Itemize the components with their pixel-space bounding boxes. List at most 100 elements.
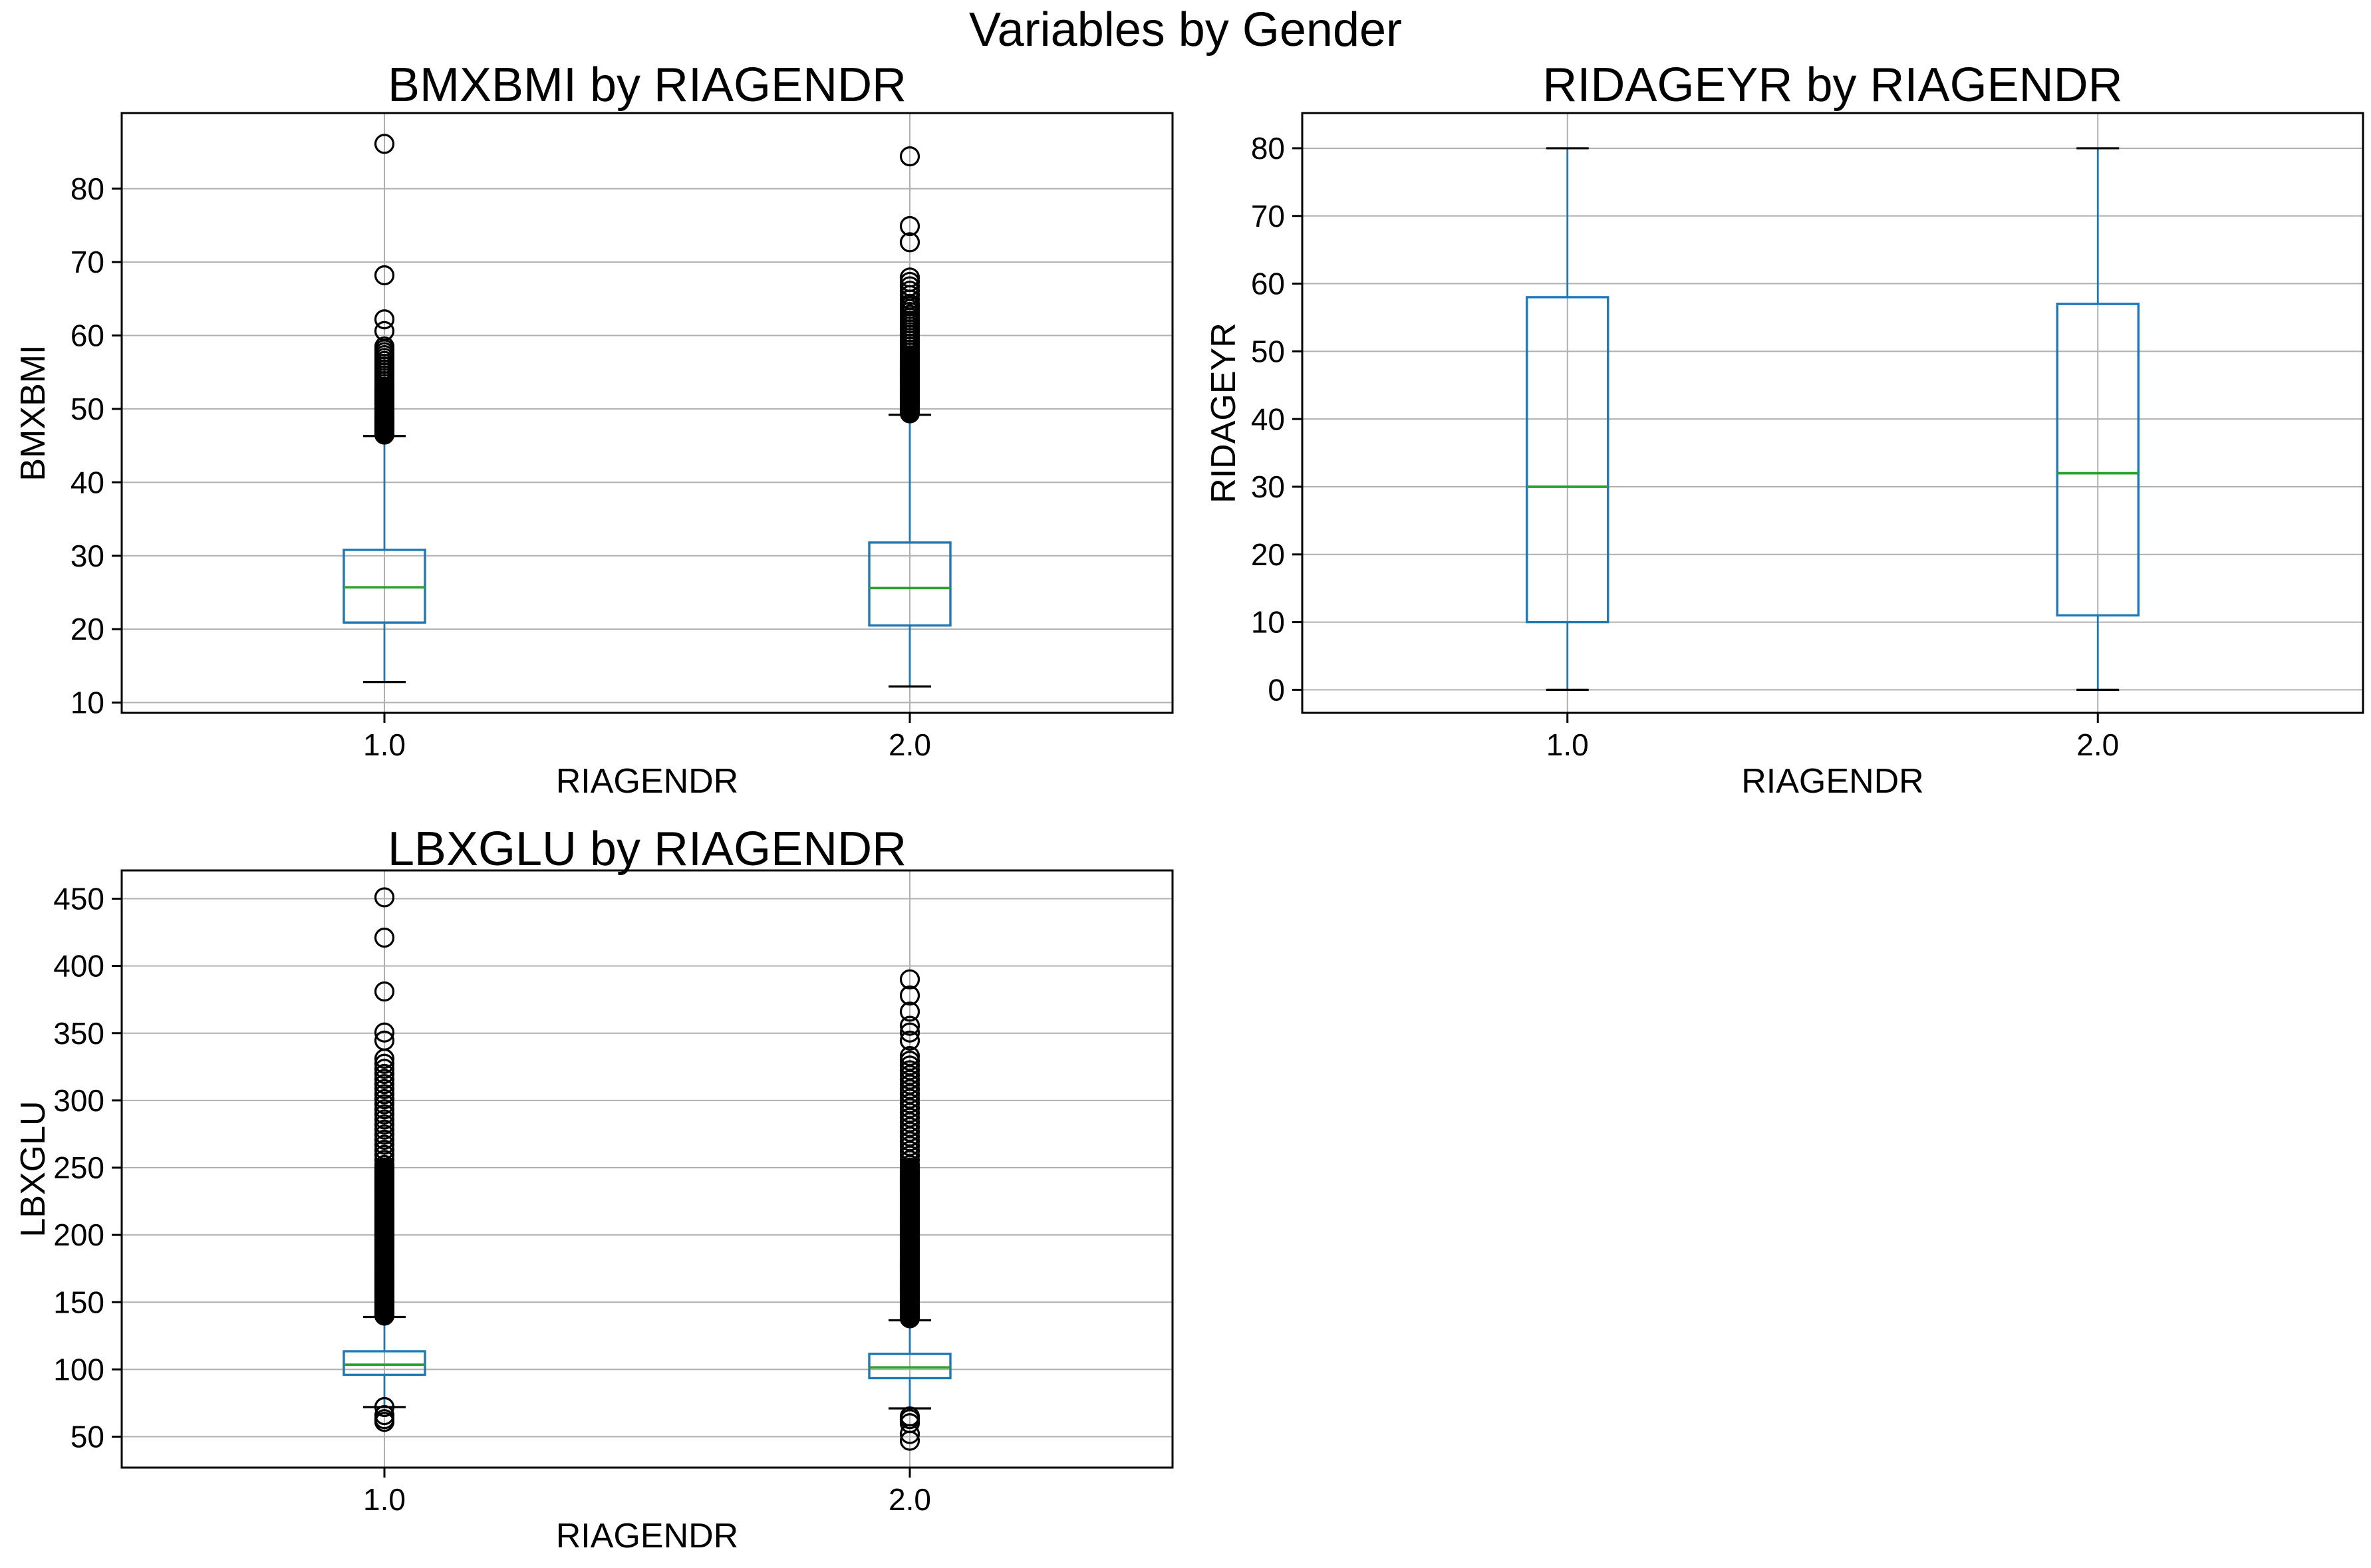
y-tick-label: 250	[53, 1150, 104, 1185]
y-tick-label: 100	[53, 1352, 104, 1386]
y-tick-label: 40	[70, 465, 104, 499]
outlier-point	[374, 1099, 395, 1120]
outlier-point	[899, 215, 920, 237]
panel-ridageyr-xaxis-label: RIAGENDR	[1741, 762, 1924, 801]
outlier-point	[899, 146, 920, 167]
y-tick-label: 10	[70, 686, 104, 720]
panel-ridageyr-yaxis-label: RIDAGEYR	[1204, 323, 1243, 503]
y-tick-label: 80	[70, 172, 104, 206]
outlier-point	[374, 1140, 395, 1160]
outlier-point	[899, 1030, 920, 1051]
subplot-lbxglu: 50 100 150 200 250 300 350 400 450 1.0 2.0	[53, 869, 1174, 1517]
outlier-point	[374, 1089, 395, 1110]
y-tick-label: 70	[70, 245, 104, 279]
y-tick-label: 60	[1251, 267, 1285, 301]
outlier-point	[374, 1119, 395, 1140]
outlier-point	[374, 1114, 395, 1135]
y-tick-label: 10	[1251, 605, 1285, 640]
outlier-point	[374, 134, 395, 154]
outlier-point	[899, 1022, 920, 1043]
outlier-point	[374, 1063, 395, 1085]
box-group-2.0	[2056, 147, 2140, 691]
outlier-point	[374, 1396, 395, 1418]
outlier-point	[899, 232, 920, 253]
outlier-point	[374, 928, 395, 948]
outlier-point	[374, 1022, 395, 1043]
y-tick-label: 0	[1268, 672, 1285, 707]
panel-lbxglu-yaxis-label: LBXGLU	[14, 1101, 53, 1238]
outlier-point	[374, 309, 395, 330]
outlier-point	[374, 887, 395, 908]
outlier-point	[374, 1069, 395, 1089]
subplot-bmxbmi: 10 20 30 40 50 60 70 80 1.0 2.0	[70, 112, 1174, 762]
y-tick-label: 60	[70, 319, 104, 353]
panel-lbxglu-title: LBXGLU by RIAGENDR	[387, 823, 907, 876]
y-tick-label: 20	[1251, 537, 1285, 572]
panel-bmxbmi-title: BMXBMI by RIAGENDR	[387, 59, 907, 112]
panel-bmxbmi-xaxis-label: RIAGENDR	[555, 762, 739, 801]
x-tick-label: 1.0	[1546, 727, 1589, 762]
y-tick-label: 300	[53, 1083, 104, 1118]
y-tick-label: 50	[70, 1420, 104, 1454]
outlier-point	[899, 1001, 920, 1022]
outlier-point	[374, 1124, 395, 1145]
outlier-point	[374, 265, 395, 286]
box-group-1.0	[343, 134, 426, 684]
outlier-point	[899, 985, 920, 1006]
outlier-point	[374, 1094, 395, 1114]
axes-border	[120, 112, 1174, 714]
iqr-box	[868, 1353, 952, 1380]
y-tick-label: 70	[1251, 199, 1285, 233]
outlier-point	[374, 1144, 395, 1165]
outlier-point	[899, 969, 920, 989]
subplot-ridageyr: 0 10 20 30 40 50 60 70 80 1.0 2.0	[1251, 112, 2364, 762]
outlier-point	[374, 1150, 395, 1170]
y-tick-label: 450	[53, 882, 104, 916]
box-group-1.0	[1526, 147, 1609, 691]
outlier-point	[374, 981, 395, 1002]
outlier-point	[374, 1109, 395, 1130]
x-tick-label: 1.0	[363, 727, 406, 762]
iqr-box	[2056, 303, 2140, 617]
y-tick-label: 50	[1251, 334, 1285, 368]
outlier-point	[374, 1053, 395, 1074]
y-tick-label: 40	[1251, 402, 1285, 436]
outlier-point	[374, 1154, 395, 1176]
y-tick-label: 20	[70, 612, 104, 646]
outlier-point	[899, 1015, 920, 1036]
y-tick-label: 400	[53, 949, 104, 983]
iqr-box	[1526, 296, 1609, 624]
outlier-point	[374, 1134, 395, 1155]
box-group-1.0	[343, 887, 426, 1432]
outlier-point	[374, 1074, 395, 1095]
x-tick-label: 1.0	[363, 1482, 406, 1517]
axes-border	[1301, 112, 2364, 714]
box-group-2.0	[868, 146, 952, 688]
outlier-point	[374, 336, 395, 357]
y-tick-label: 80	[1251, 131, 1285, 166]
y-tick-label: 50	[70, 392, 104, 426]
x-tick-label: 2.0	[2076, 727, 2119, 762]
outlier-point	[374, 1084, 395, 1105]
outlier-point	[899, 267, 920, 288]
outlier-point	[899, 1060, 920, 1081]
outlier-point	[899, 1406, 920, 1427]
x-tick-label: 2.0	[889, 727, 931, 762]
outlier-point	[374, 1049, 395, 1069]
outlier-point	[374, 1129, 395, 1150]
y-tick-label: 350	[53, 1016, 104, 1051]
axes-border	[120, 869, 1174, 1469]
outlier-point	[899, 1046, 920, 1067]
outlier-point	[899, 1051, 920, 1071]
panel-bmxbmi-yaxis-label: BMXBMI	[14, 344, 53, 481]
outlier-point	[374, 1405, 395, 1426]
iqr-box	[868, 541, 952, 627]
outlier-point	[899, 1055, 920, 1076]
y-tick-label: 30	[1251, 469, 1285, 504]
outlier-point	[374, 1059, 395, 1079]
panel-lbxglu-xaxis-label: RIAGENDR	[555, 1517, 739, 1555]
box-group-2.0	[868, 969, 952, 1451]
panel-ridageyr-title: RIDAGEYR by RIAGENDR	[1542, 59, 2123, 112]
x-tick-label: 2.0	[889, 1482, 931, 1517]
